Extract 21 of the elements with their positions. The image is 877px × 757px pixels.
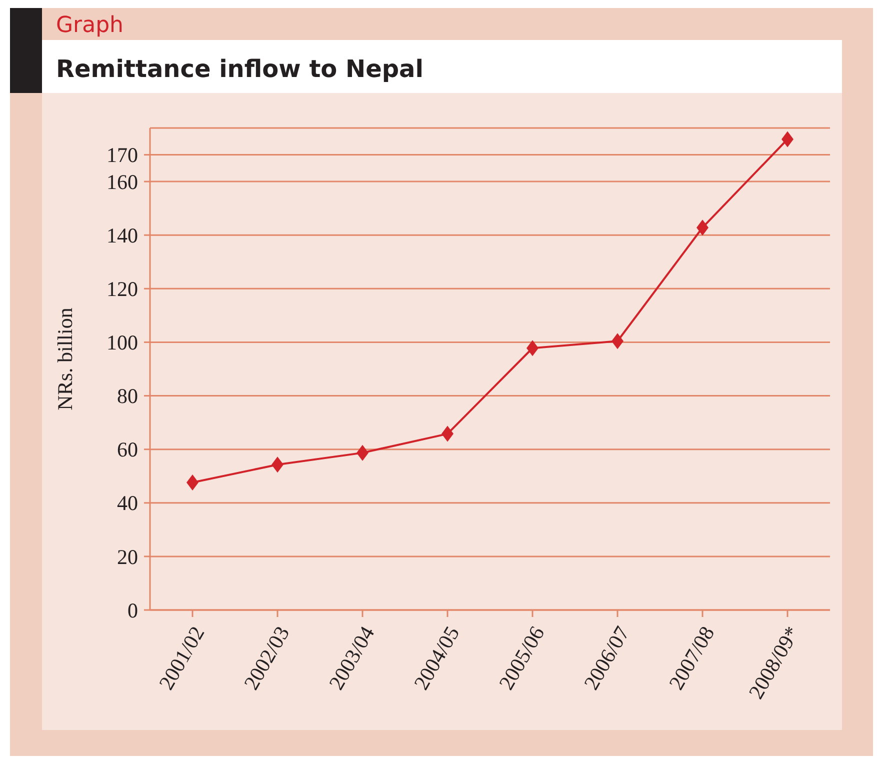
y-tick-label: 40 bbox=[117, 491, 138, 516]
point bbox=[356, 444, 368, 461]
y-tick-label: 80 bbox=[117, 384, 138, 408]
point bbox=[696, 220, 708, 236]
y-axis-title: NRs. billion bbox=[53, 307, 77, 410]
point bbox=[272, 456, 284, 473]
text: Graph bbox=[56, 13, 124, 38]
point bbox=[782, 131, 794, 148]
point bbox=[612, 333, 624, 350]
point bbox=[186, 474, 198, 491]
chart-title: Remittance inflow to Nepal bbox=[56, 55, 424, 83]
y-tick-label: 100 bbox=[106, 330, 138, 355]
y-tick-label: 170 bbox=[106, 143, 138, 168]
y-tick-label: 60 bbox=[117, 438, 138, 462]
y-tick-label: 160 bbox=[106, 170, 138, 194]
y-tick-label: 20 bbox=[117, 544, 138, 569]
y-tick-label: 120 bbox=[106, 277, 138, 302]
y-tick-label: 140 bbox=[106, 223, 138, 248]
y-tick-label: 0 bbox=[128, 598, 138, 622]
point bbox=[526, 340, 538, 356]
point bbox=[442, 426, 454, 442]
